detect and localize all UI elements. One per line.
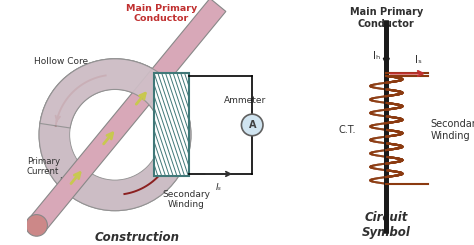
Text: Iₕ: Iₕ xyxy=(59,177,65,186)
Text: Iₛ: Iₛ xyxy=(216,183,222,192)
Text: Secondary
Winding: Secondary Winding xyxy=(430,119,474,141)
Text: Main Primary
Conductor: Main Primary Conductor xyxy=(350,7,423,29)
Text: Construction: Construction xyxy=(94,231,180,244)
Text: Hollow Core: Hollow Core xyxy=(34,57,88,66)
Text: Ammeter: Ammeter xyxy=(223,96,266,105)
Polygon shape xyxy=(40,59,190,128)
Polygon shape xyxy=(154,74,189,176)
Text: Iₕ: Iₕ xyxy=(373,51,380,61)
Ellipse shape xyxy=(70,89,160,180)
Text: Main Primary
Conductor: Main Primary Conductor xyxy=(126,4,197,23)
Circle shape xyxy=(241,114,263,136)
Text: C.T.: C.T. xyxy=(338,125,356,135)
Text: Iₛ: Iₛ xyxy=(415,55,421,65)
Text: A: A xyxy=(248,120,256,130)
Circle shape xyxy=(26,215,47,236)
Text: Circuit
Symbol: Circuit Symbol xyxy=(362,211,411,239)
Text: Primary
Current: Primary Current xyxy=(27,157,60,176)
Polygon shape xyxy=(28,0,226,232)
Ellipse shape xyxy=(70,89,160,180)
Ellipse shape xyxy=(39,59,191,211)
Ellipse shape xyxy=(39,59,191,211)
Text: Secondary
Winding: Secondary Winding xyxy=(162,190,210,209)
